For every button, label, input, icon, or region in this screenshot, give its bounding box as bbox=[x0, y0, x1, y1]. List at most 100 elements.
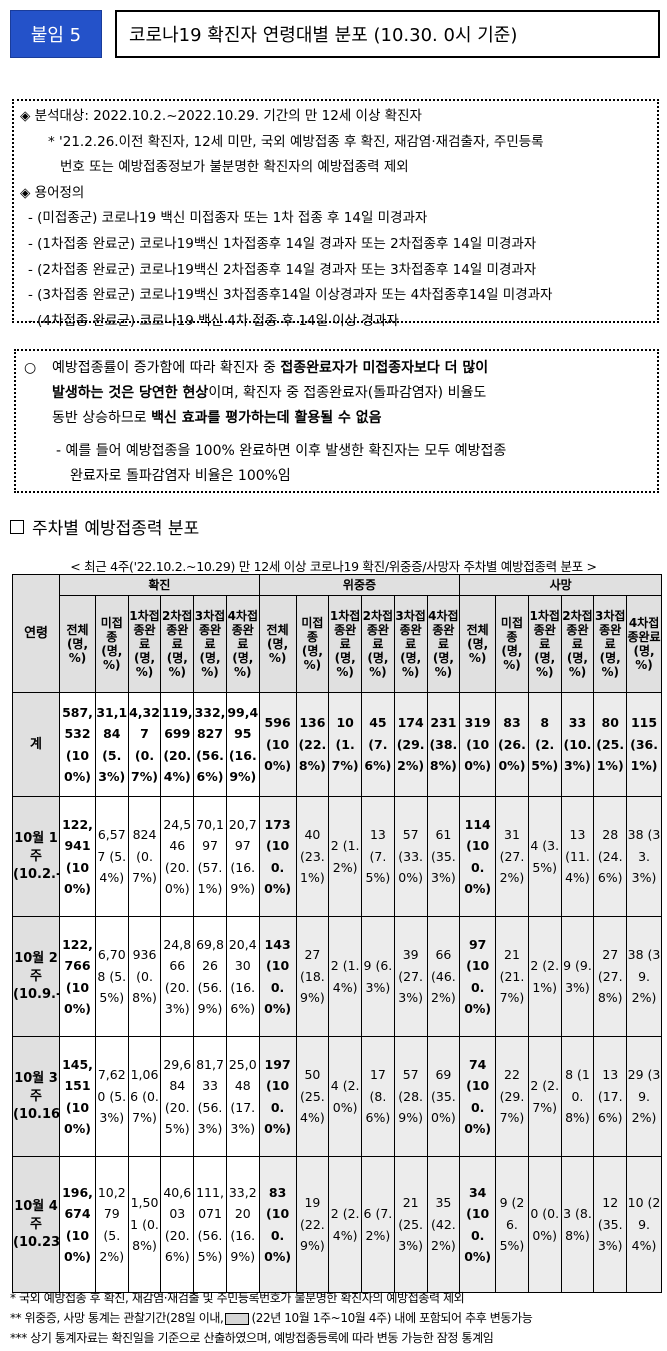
group-header-death: 사망 bbox=[459, 574, 662, 596]
footnote: ** 위중증, 사망 통계는 관찰기간(28일 이내, (22년 10월 1주~1… bbox=[10, 1308, 660, 1328]
circle-bullet-icon: ○ bbox=[24, 360, 37, 376]
col-header: 2차접종완료 (명, %) bbox=[560, 595, 595, 693]
table-cell: 99,495 (16.9%) bbox=[225, 692, 260, 797]
attachment-badge: 붙임 5 bbox=[10, 10, 102, 58]
table-cell: 28 (24.6%) bbox=[593, 796, 628, 917]
table-cell: 122,766 (100%) bbox=[59, 916, 96, 1037]
group-header-severe: 위중증 bbox=[258, 574, 461, 596]
table-cell: 69 (35.0%) bbox=[426, 1036, 461, 1157]
table-cell: 9 (6.3%) bbox=[361, 916, 395, 1037]
table-cell: 40 (23.1%) bbox=[295, 796, 330, 917]
note-emphasis: 백신 효과를 평가하는데 활용될 수 없음 bbox=[151, 410, 382, 426]
table-cell: 39 (27.3%) bbox=[393, 916, 428, 1037]
table-cell: 115 (36.1%) bbox=[626, 692, 662, 797]
table-cell: 2 (2.7%) bbox=[527, 1036, 562, 1157]
table-cell: 20,797 (16.9%) bbox=[225, 796, 260, 917]
table-cell: 33 (10.3%) bbox=[560, 692, 595, 797]
table-cell: 24,546 (20.0%) bbox=[160, 796, 195, 917]
table-cell: 10 (1.7%) bbox=[328, 692, 363, 797]
table-cell: 6 (7.2%) bbox=[361, 1156, 395, 1293]
table-cell: 0 (0.0%) bbox=[527, 1156, 562, 1293]
info-line: - (3차접종 완료군) 코로나19백신 3차접종후14일 이상경과자 또는 4… bbox=[28, 287, 553, 304]
table-cell: 22 (29.7%) bbox=[495, 1036, 529, 1157]
section-title-text: 주차별 예방접종력 분포 bbox=[32, 519, 200, 539]
col-header: 전체 (명, %) bbox=[258, 595, 297, 693]
table-cell: 29 (39.2%) bbox=[626, 1036, 662, 1157]
note-emphasis: 접종완료자가 미접종자보다 더 많이 bbox=[280, 360, 489, 376]
section-title: 주차별 예방접종력 분포 bbox=[10, 514, 199, 539]
table-cell: 31,184 (5.3%) bbox=[94, 692, 129, 797]
table-cell: 80 (25.1%) bbox=[593, 692, 628, 797]
table-cell: 6,708 (5.5%) bbox=[94, 916, 129, 1037]
table-cell: 8 (2.5%) bbox=[527, 692, 562, 797]
table-cell: 69,826 (56.9%) bbox=[193, 916, 227, 1037]
col-header: 1차접종완료 (명, %) bbox=[127, 595, 162, 693]
gray-box-legend-icon bbox=[225, 1312, 250, 1325]
col-header: 미접종 (명, %) bbox=[495, 595, 529, 693]
col-header: 전체 (명, %) bbox=[59, 595, 96, 693]
table-cell: 29,684 (20.5%) bbox=[160, 1036, 195, 1157]
footnote-text: ** 위중증, 사망 통계는 관찰기간(28일 이내, bbox=[10, 1311, 224, 1325]
table-cell: 25,048 (17.3%) bbox=[225, 1036, 260, 1157]
table-cell: 35 (42.2%) bbox=[426, 1156, 461, 1293]
table-cell: 332,827 (56.6%) bbox=[193, 692, 227, 797]
table-cell: 83 (26.0%) bbox=[495, 692, 529, 797]
table-cell: 2 (1.2%) bbox=[328, 796, 363, 917]
col-header: 4차접종완료 (명, %) bbox=[225, 595, 260, 693]
table-cell: 114 (100.0%) bbox=[459, 796, 497, 917]
col-header: 1차접종완료 (명, %) bbox=[328, 595, 363, 693]
table-cell: 74 (100.0%) bbox=[459, 1036, 497, 1157]
table-cell: 61 (35.3%) bbox=[426, 796, 461, 917]
vaccination-history-table: 연령 확진 위중증 사망 전체 (명, %) 미접종 (명, %) 1차접종완료… bbox=[11, 574, 662, 1293]
table-cell: 197 (100.0%) bbox=[258, 1036, 297, 1157]
page-title: 코로나19 확진자 연령대별 분포 (10.30. 0시 기준) bbox=[115, 10, 660, 58]
table-cell: 143 (100.0%) bbox=[258, 916, 297, 1037]
table-cell: 196,674 (100%) bbox=[59, 1156, 96, 1293]
table-cell: 57 (28.9%) bbox=[393, 1036, 428, 1157]
table-cell: 13 (7.5%) bbox=[361, 796, 395, 917]
table-cell: 83 (100.0%) bbox=[258, 1156, 297, 1293]
table-cell: 3 (8.8%) bbox=[560, 1156, 595, 1293]
row-label: 10월 2주 (10.9.-10.15.) bbox=[11, 916, 61, 1037]
row-header: 연령 bbox=[11, 574, 61, 693]
table-footnotes: * 국외 예방접종 후 확진, 재감염·재검출 및 주민등록번호가 불분명한 확… bbox=[10, 1288, 660, 1348]
table-cell: 24,866 (20.3%) bbox=[160, 916, 195, 1037]
note-example-line: - 예를 들어 예방접종을 100% 완료하면 이후 발생한 확진자는 모두 예… bbox=[56, 443, 507, 459]
table-cell: 173 (100.0%) bbox=[258, 796, 297, 917]
table-cell: 9 (9.3%) bbox=[560, 916, 595, 1037]
col-header: 3차접종완료 (명, %) bbox=[393, 595, 428, 693]
table-cell: 21 (21.7%) bbox=[495, 916, 529, 1037]
table-cell: 4,327 (0.7%) bbox=[127, 692, 162, 797]
note-text: 이며, 확진자 중 접종완료자(돌파감염자) 비율도 bbox=[208, 385, 487, 401]
table-cell: 17 (8.6%) bbox=[361, 1036, 395, 1157]
table-cell: 111,071 (56.5%) bbox=[193, 1156, 227, 1293]
table-cell: 27 (27.8%) bbox=[593, 916, 628, 1037]
table-caption: < 최근 4주('22.10.2.~10.29) 만 12세 이상 코로나19 … bbox=[70, 559, 597, 574]
info-line: - (4차접종 완료군) 코로나19 백신 4차 접종 후 14일 이상 경과자 bbox=[28, 312, 399, 329]
row-label: 10월 4주 (10.23.-10.29.) bbox=[11, 1156, 61, 1293]
page-title-text: 코로나19 확진자 연령대별 분포 (10.30. 0시 기준) bbox=[129, 25, 518, 46]
table-cell: 1,066 (0.7%) bbox=[127, 1036, 162, 1157]
info-line: ◈ 분석대상: 2022.10.2.~2022.10.29. 기간의 만 12세… bbox=[20, 108, 422, 124]
note-text: 예방접종률이 증가함에 따라 확진자 중 bbox=[52, 360, 281, 376]
col-header: 2차접종완료 (명, %) bbox=[361, 595, 395, 693]
table-cell: 13 (11.4%) bbox=[560, 796, 595, 917]
table-cell: 4 (2.0%) bbox=[328, 1036, 363, 1157]
table-cell: 31 (27.2%) bbox=[495, 796, 529, 917]
table-cell: 50 (25.4%) bbox=[295, 1036, 330, 1157]
table-cell: 40,603 (20.6%) bbox=[160, 1156, 195, 1293]
info-line: * '21.2.26.이전 확진자, 12세 미만, 국외 예방접종 후 확진,… bbox=[48, 133, 544, 150]
col-header: 4차접종완료 (명, %) bbox=[426, 595, 461, 693]
col-header: 전체 (명, %) bbox=[459, 595, 497, 693]
table-cell: 19 (22.9%) bbox=[295, 1156, 330, 1293]
note-emphasis: 발생하는 것은 당연한 현상 bbox=[52, 385, 209, 401]
interpretation-note-box: ○ 예방접종률이 증가함에 따라 확진자 중 접종완료자가 미접종자보다 더 많… bbox=[14, 349, 659, 493]
table-row: 계 587,532 (100%) 31,184 (5.3%) 4,327 (0.7%)… bbox=[11, 692, 662, 797]
table-cell: 66 (46.2%) bbox=[426, 916, 461, 1037]
col-header: 3차접종완료 (명, %) bbox=[193, 595, 227, 693]
table-row: 10월 1주 (10.2.-10.8.)122,941 (100%)6,577 … bbox=[11, 796, 662, 917]
table-cell: 33,220 (16.9%) bbox=[225, 1156, 260, 1293]
note-paragraph-text: 예방접종률이 증가함에 따라 확진자 중 접종완료자가 미접종자보다 더 많이 … bbox=[52, 356, 488, 431]
info-line: - (미접종군) 코로나19 백신 미접종자 또는 1차 접종 후 14일 미경… bbox=[28, 210, 428, 227]
col-header: 3차접종완료 (명, %) bbox=[593, 595, 628, 693]
